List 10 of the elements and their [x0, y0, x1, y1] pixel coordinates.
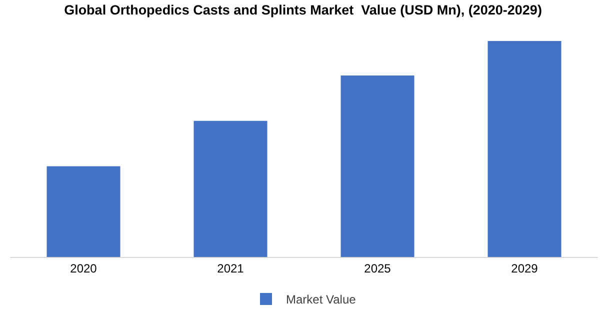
bar [488, 40, 562, 257]
bar [194, 120, 268, 257]
bar [340, 76, 414, 257]
legend-label: Market Value [286, 292, 356, 307]
x-tick-label: 2020 [70, 261, 98, 276]
x-tick-label: 2025 [364, 261, 392, 276]
bar [46, 166, 120, 257]
x-tick-label: 2021 [217, 261, 244, 276]
x-tick-label: 2029 [511, 261, 538, 276]
chart-title: Global Orthopedics Casts and Splints Market Value (USD Mn), (2020-2029) [64, 2, 542, 18]
